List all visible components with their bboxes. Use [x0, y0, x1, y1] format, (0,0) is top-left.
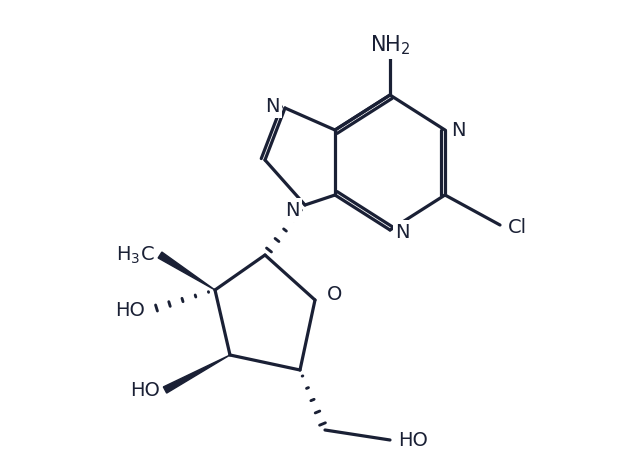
Text: H$_3$C: H$_3$C [116, 244, 155, 266]
Text: HO: HO [115, 300, 145, 320]
Text: N: N [451, 120, 465, 140]
Polygon shape [158, 252, 215, 290]
Text: Cl: Cl [508, 218, 527, 236]
Text: HO: HO [398, 431, 428, 449]
Text: N: N [285, 201, 300, 219]
Text: HO: HO [130, 381, 160, 400]
Text: N: N [266, 96, 280, 116]
Text: N: N [395, 222, 410, 242]
Polygon shape [163, 355, 230, 393]
Text: NH$_2$: NH$_2$ [370, 33, 410, 57]
Text: O: O [327, 285, 342, 305]
